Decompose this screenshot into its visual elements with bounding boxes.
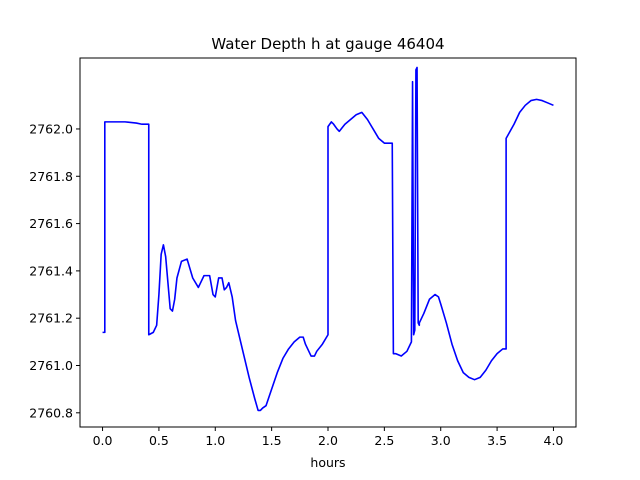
y-tick-label: 2761.6 <box>29 216 73 231</box>
chart-title: Water Depth h at gauge 46404 <box>211 35 444 53</box>
x-tick-label: 1.5 <box>262 433 282 448</box>
y-tick-label: 2761.8 <box>29 169 73 184</box>
y-tick-label: 2761.4 <box>29 263 73 278</box>
y-tick-label: 2761.0 <box>29 358 73 373</box>
x-tick-label: 1.0 <box>205 433 225 448</box>
x-tick-label: 4.0 <box>544 433 564 448</box>
y-tick-label: 2761.2 <box>29 311 73 326</box>
x-axis-label: hours <box>310 455 345 470</box>
x-tick-label: 0.5 <box>149 433 169 448</box>
x-tick-label: 0.0 <box>93 433 113 448</box>
x-tick-label: 3.5 <box>487 433 507 448</box>
y-tick-label: 2760.8 <box>29 405 73 420</box>
x-tick-label: 2.0 <box>318 433 338 448</box>
series-line-0 <box>102 66 554 412</box>
x-tick-label: 2.5 <box>374 433 394 448</box>
y-tick-label: 2762.0 <box>29 121 73 136</box>
x-tick-label: 3.0 <box>431 433 451 448</box>
